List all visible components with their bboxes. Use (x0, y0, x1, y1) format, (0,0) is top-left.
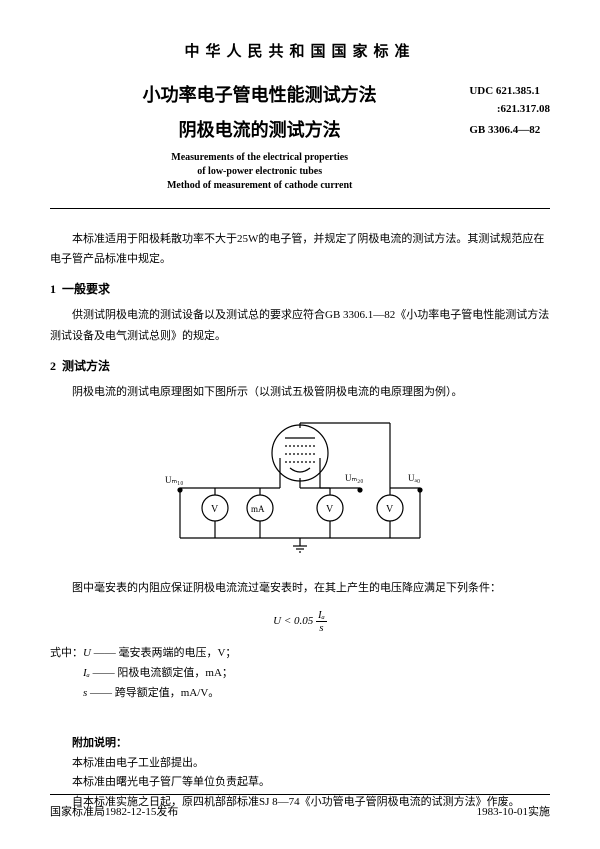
gb-label: GB (469, 124, 485, 136)
label-ua0: Uₐ₀ (408, 473, 420, 483)
title-en-3: Method of measurement of cathode current (50, 179, 469, 193)
meter-v1: V (211, 504, 219, 515)
codes-block: UDC 621.385.1 :621.317.08 GB 3306.4—82 (469, 81, 550, 140)
section2-p1: 阴极电流的测试电原理图如下图所示（以测试五极管阴极电流的电原理图为例）。 (50, 382, 550, 403)
title-en-2: of low-power electronic tubes (50, 165, 469, 179)
udc-value2: :621.317.08 (469, 101, 550, 119)
appendix-l1: 本标准由电子工业部提出。 (50, 754, 550, 774)
meter-ma: mA (251, 504, 265, 514)
org-header: 中华人民共和国国家标准 (50, 40, 550, 61)
footer-separator (50, 794, 550, 795)
footer: 国家标准局1982-12-15发布 1983-10-01实施 (50, 794, 550, 819)
appendix-l2: 本标准由曙光电子管厂等单位负责起草。 (50, 773, 550, 793)
label-ug10: Uₘ₁₀ (165, 475, 183, 485)
def-ia: Iₐ —— 阳极电流额定值，mA； (83, 664, 550, 684)
title-cn-2: 阴极电流的测试方法 (50, 116, 469, 145)
section2-num: 2 (50, 359, 56, 373)
section2-heading: 2 测试方法 (50, 357, 550, 374)
circuit-diagram: Uₘ₁₀ V mA V V (50, 418, 550, 563)
formula: U < 0.05 Iₐs (50, 609, 550, 634)
meter-v2: V (326, 504, 334, 515)
title-main: 小功率电子管电性能测试方法 阴极电流的测试方法 Measurements of … (50, 81, 469, 193)
label-ug20: Uₘ₂₀ (345, 473, 363, 483)
section1-title: 一般要求 (62, 282, 110, 296)
title-cn-1: 小功率电子管电性能测试方法 (50, 81, 469, 110)
section1-heading: 1 一般要求 (50, 280, 550, 297)
title-block: 小功率电子管电性能测试方法 阴极电流的测试方法 Measurements of … (50, 81, 550, 193)
section1-p1: 供测试阴极电流的测试设备以及测试总的要求应符合GB 3306.1—82《小功率电… (50, 305, 550, 347)
appendix-heading: 附加说明： (50, 734, 550, 750)
separator-top (50, 208, 550, 209)
footer-right: 1983-10-01实施 (477, 803, 550, 819)
circuit-svg: Uₘ₁₀ V mA V V (160, 418, 440, 558)
intro-p1: 本标准适用于阳极耗散功率不大于25W的电子管，并规定了阴极电流的测试方法。其测试… (50, 229, 550, 271)
title-en-1: Measurements of the electrical propertie… (50, 151, 469, 165)
def-intro: 式中：U —— 毫安表两端的电压，V； (50, 644, 550, 660)
section1-num: 1 (50, 282, 56, 296)
meter-v3: V (386, 504, 394, 515)
section2-p2: 图中毫安表的内阻应保证阴极电流流过毫安表时，在其上产生的电压降应满足下列条件： (50, 578, 550, 599)
def-s: s —— 跨导额定值，mA/V。 (83, 684, 550, 704)
udc-value: 621.385.1 (496, 85, 540, 97)
section2-title: 测试方法 (62, 359, 110, 373)
gb-value: 3306.4—82 (488, 124, 540, 136)
footer-left: 国家标准局1982-12-15发布 (50, 803, 178, 819)
udc-label: UDC (469, 85, 493, 97)
